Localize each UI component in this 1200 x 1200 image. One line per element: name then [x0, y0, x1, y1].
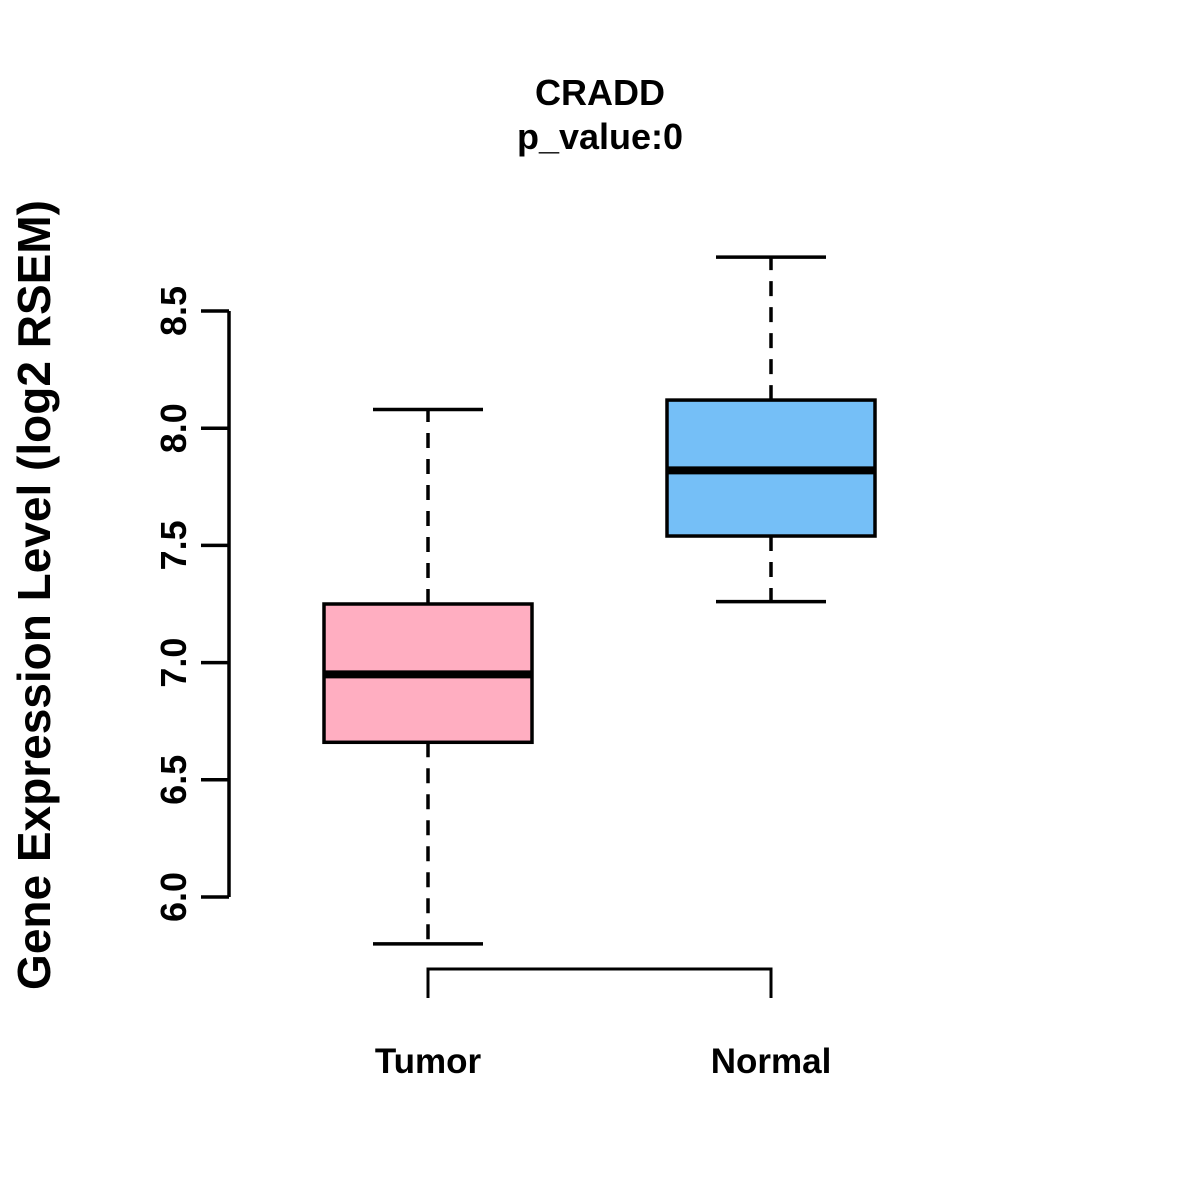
y-tick-label: 6.5 [153, 755, 194, 805]
chart-title: CRADD [535, 72, 665, 113]
x-category-label-normal: Normal [710, 1042, 832, 1081]
comparison-bracket [426, 967, 773, 998]
y-tick-label: 6.0 [153, 872, 194, 922]
y-tick-label: 8.5 [153, 286, 194, 336]
chart-subtitle: p_value:0 [516, 116, 684, 157]
y-tick-label: 7.5 [153, 520, 194, 570]
x-category-label-tumor: Tumor [374, 1042, 482, 1081]
title-block: CRADD p_value:0 [0, 72, 1200, 160]
y-tick-label: 8.0 [153, 403, 194, 453]
box-group-normal [665, 255, 877, 604]
y-tick-label: 7.0 [153, 638, 194, 688]
box-group-tumor [322, 407, 534, 946]
y-axis-title: Gene Expression Level (log2 RSEM) [8, 200, 60, 990]
